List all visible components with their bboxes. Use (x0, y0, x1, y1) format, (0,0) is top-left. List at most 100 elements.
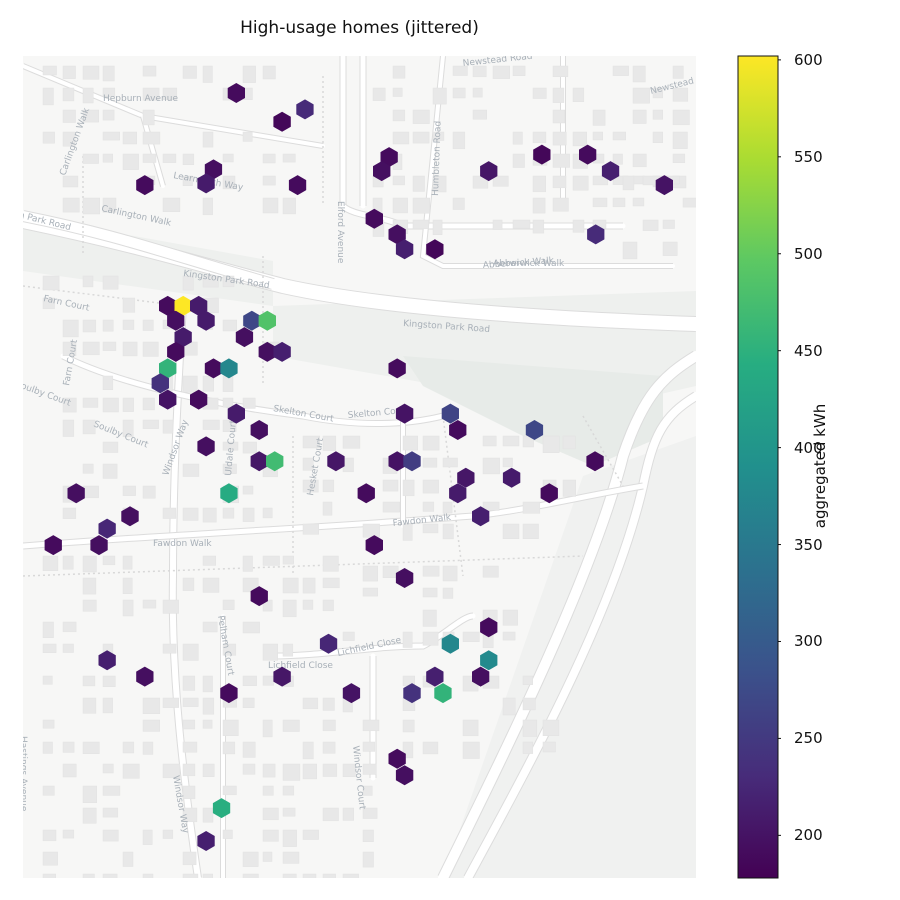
hexbin-cell[interactable] (197, 310, 215, 331)
hexbin-cell[interactable] (121, 506, 139, 527)
hexbin-cell[interactable] (90, 535, 108, 556)
hexbin-cell[interactable] (441, 633, 459, 654)
hexbin-cell[interactable] (288, 175, 307, 196)
building (62, 763, 77, 778)
hexbin-cell[interactable] (586, 451, 604, 472)
hexbin-cell[interactable] (388, 748, 406, 769)
hexbin-cell[interactable] (457, 467, 475, 488)
hexbin-cell[interactable] (167, 341, 185, 362)
hexbin-cell[interactable] (235, 327, 254, 348)
hexbin-cell[interactable] (601, 161, 620, 182)
hexbin-cell[interactable] (220, 483, 238, 504)
hexbin-cell[interactable] (67, 483, 85, 504)
building (482, 565, 499, 578)
hexbin-cell[interactable] (98, 650, 116, 671)
hexbin-cell[interactable] (426, 239, 444, 260)
hexbin-cell[interactable] (434, 683, 452, 704)
building (122, 341, 138, 357)
hexbin-cell[interactable] (266, 451, 284, 472)
hexbin-cell[interactable] (579, 144, 597, 165)
hexbin-cell[interactable] (587, 224, 605, 245)
building (102, 441, 119, 453)
hexbin-cell[interactable] (655, 175, 673, 196)
hexbin-cell[interactable] (167, 310, 185, 331)
building (242, 621, 260, 634)
hexbin-cell[interactable] (174, 327, 192, 348)
hexbin-cell[interactable] (472, 506, 490, 527)
hexbin-cell[interactable] (204, 358, 223, 379)
hexbin-cell[interactable] (533, 144, 551, 165)
hexbin-cell[interactable] (525, 420, 544, 440)
hexbin-cell[interactable] (273, 111, 291, 132)
hexbin-cell[interactable] (258, 310, 276, 331)
hexbin-cell[interactable] (480, 161, 498, 182)
hexbin-cell[interactable] (190, 389, 208, 410)
hexbin-cell[interactable] (480, 617, 498, 638)
building (522, 523, 539, 539)
hexbin-cell[interactable] (190, 295, 208, 316)
hexbin-cell[interactable] (44, 535, 62, 556)
building (642, 219, 659, 231)
building (242, 131, 253, 142)
building (122, 319, 135, 330)
hexbin-cell[interactable] (480, 650, 498, 671)
hexbin-cell[interactable] (159, 358, 177, 379)
hexbin-cell[interactable] (395, 403, 414, 424)
hexbin-cell[interactable] (258, 341, 276, 362)
hexbin-cell[interactable] (388, 451, 406, 472)
hexbin-cell[interactable] (296, 99, 314, 120)
hexbin-cell[interactable] (136, 175, 154, 196)
hexbin-cell[interactable] (197, 831, 215, 851)
hexbin-cell[interactable] (502, 467, 521, 488)
hexbin-cell[interactable] (250, 586, 268, 607)
hexbin-cell[interactable] (365, 535, 383, 556)
hexbin-cell[interactable] (204, 159, 223, 180)
hexbin-cell[interactable] (250, 451, 268, 472)
building (222, 375, 234, 392)
hexbin-cell[interactable] (197, 173, 215, 194)
building (612, 131, 626, 141)
hexbin-cell[interactable] (227, 83, 245, 103)
hexbin-cell[interactable] (540, 483, 558, 504)
hexbin-cell[interactable] (220, 358, 238, 379)
hexbin-cell[interactable] (380, 147, 398, 168)
hexbin-cell[interactable] (395, 239, 414, 260)
building (502, 435, 520, 447)
hexbin-cell[interactable] (395, 568, 414, 588)
building (42, 555, 59, 571)
hexbin-cell[interactable] (319, 633, 338, 654)
hexbin-cell[interactable] (136, 666, 154, 687)
building (322, 741, 336, 754)
hexbin-cell[interactable] (403, 451, 421, 472)
hexbin-cell[interactable] (449, 483, 467, 504)
colorbar-title: aggregated kWh (811, 403, 829, 529)
hexbin-cell[interactable] (273, 341, 291, 362)
hexbin-cell[interactable] (151, 373, 169, 394)
hexbin-cell[interactable] (227, 403, 245, 424)
hexbin-cell[interactable] (197, 436, 215, 457)
hexbin-cell[interactable] (212, 798, 231, 819)
hexbin-cell[interactable] (388, 224, 406, 245)
hexbin-cell[interactable] (243, 310, 261, 331)
hexbin-cell[interactable] (98, 518, 116, 539)
hexbin-cell[interactable] (327, 451, 345, 472)
hexbin-cell[interactable] (220, 683, 238, 704)
hexbin-cell[interactable] (388, 358, 406, 379)
hexbin-cell[interactable] (357, 483, 375, 504)
hexbin-cell[interactable] (373, 161, 391, 182)
hexbin-cell[interactable] (395, 765, 414, 786)
hexbin-cell[interactable] (342, 683, 361, 704)
hexbin-cell[interactable] (365, 208, 383, 229)
hexbin-cell[interactable] (441, 403, 459, 424)
hexbin-cell[interactable] (159, 295, 177, 316)
hexbin-cell[interactable] (403, 683, 421, 704)
hexbin-cell[interactable] (250, 420, 268, 440)
hexbin-cell[interactable] (472, 666, 490, 687)
hexbin-cell[interactable] (426, 666, 444, 687)
hexbin-cell[interactable] (449, 420, 467, 440)
hexbin-cell[interactable] (174, 295, 192, 316)
building (472, 65, 487, 78)
hexbin-cell[interactable] (273, 666, 291, 687)
hexbin-cell[interactable] (159, 389, 177, 410)
